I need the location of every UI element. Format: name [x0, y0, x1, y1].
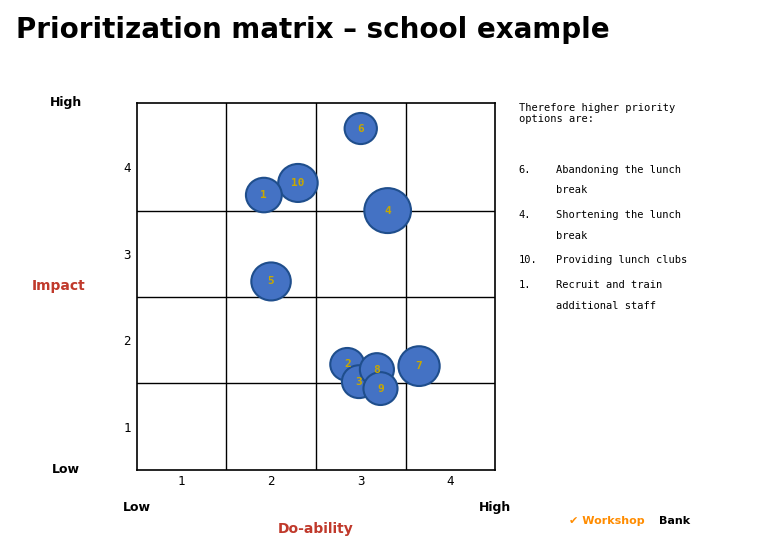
Text: break: break: [556, 231, 587, 241]
Text: Providing lunch clubs: Providing lunch clubs: [556, 255, 687, 266]
Text: High: High: [50, 96, 83, 109]
Text: Therefore higher priority
options are:: Therefore higher priority options are:: [519, 103, 675, 124]
Text: 6.: 6.: [519, 165, 531, 175]
Ellipse shape: [364, 188, 411, 233]
Text: 4.: 4.: [519, 210, 531, 220]
Ellipse shape: [399, 346, 440, 386]
Ellipse shape: [342, 365, 376, 398]
Text: 2: 2: [344, 360, 351, 369]
Text: Shortening the lunch: Shortening the lunch: [556, 210, 681, 220]
Text: 1: 1: [261, 190, 268, 200]
Ellipse shape: [278, 164, 317, 202]
Text: ✔ Workshop: ✔ Workshop: [569, 516, 645, 526]
Ellipse shape: [251, 262, 291, 300]
Ellipse shape: [330, 348, 364, 381]
Text: 10.: 10.: [519, 255, 537, 266]
Ellipse shape: [345, 113, 377, 144]
Ellipse shape: [363, 372, 398, 405]
Text: additional staff: additional staff: [556, 301, 656, 311]
Text: 6: 6: [357, 124, 364, 133]
Text: 10: 10: [291, 178, 305, 188]
Text: 3: 3: [356, 377, 363, 387]
Text: 1.: 1.: [519, 280, 531, 291]
Text: Impact: Impact: [32, 279, 85, 293]
Ellipse shape: [246, 178, 282, 212]
Text: Prioritization matrix – school example: Prioritization matrix – school example: [16, 16, 609, 44]
Text: 9: 9: [377, 383, 384, 394]
Text: Low: Low: [52, 463, 80, 476]
Text: High: High: [479, 501, 512, 514]
Text: 4: 4: [385, 206, 391, 215]
Text: 8: 8: [374, 364, 381, 375]
Text: break: break: [556, 185, 587, 195]
Text: Bank: Bank: [659, 516, 690, 526]
Text: Recruit and train: Recruit and train: [556, 280, 662, 291]
Text: Low: Low: [122, 501, 151, 514]
Text: Do-ability: Do-ability: [278, 522, 354, 536]
Text: Abandoning the lunch: Abandoning the lunch: [556, 165, 681, 175]
Text: 7: 7: [416, 361, 423, 371]
Ellipse shape: [360, 353, 394, 386]
Text: 5: 5: [268, 276, 275, 286]
